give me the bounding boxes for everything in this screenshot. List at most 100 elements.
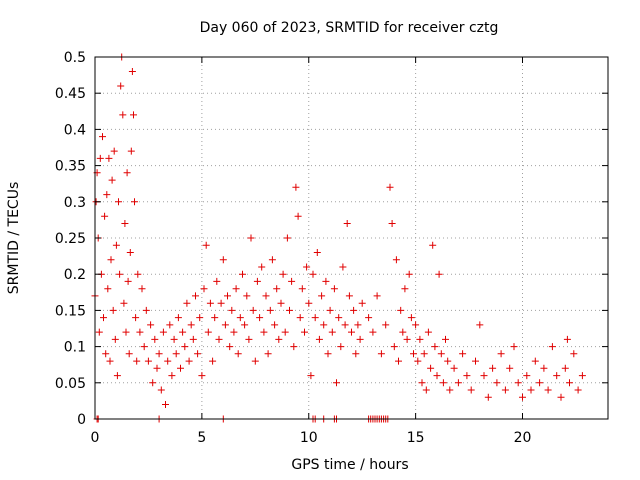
data-point — [450, 364, 458, 372]
x-tick-label: 20 — [514, 430, 532, 446]
data-point — [553, 372, 561, 380]
data-point — [174, 314, 182, 322]
data-point — [345, 292, 353, 300]
data-point — [395, 357, 402, 365]
data-point — [350, 306, 358, 314]
data-point — [386, 183, 394, 191]
data-point — [268, 256, 276, 264]
data-point — [153, 364, 161, 372]
data-point — [247, 234, 255, 242]
data-point — [192, 292, 199, 300]
data-point — [172, 350, 180, 358]
y-tick-label: 0.35 — [55, 159, 86, 175]
data-point — [149, 379, 157, 387]
data-point — [142, 306, 150, 314]
data-point — [333, 379, 340, 387]
data-point — [185, 357, 193, 365]
data-point — [202, 241, 210, 249]
data-point — [405, 270, 413, 278]
data-point — [536, 379, 544, 387]
data-point — [382, 321, 390, 329]
data-point — [298, 285, 306, 293]
data-point — [162, 401, 169, 408]
data-point — [116, 270, 124, 278]
data-point — [390, 343, 398, 351]
data-point — [100, 314, 107, 322]
data-point — [211, 314, 219, 322]
data-point — [563, 335, 571, 343]
data-point — [136, 328, 144, 336]
y-tick-label: 0.5 — [64, 50, 86, 66]
data-point — [403, 335, 411, 343]
data-point — [365, 314, 373, 322]
data-point — [127, 147, 135, 155]
data-point — [288, 277, 296, 285]
data-point — [271, 321, 279, 329]
data-point — [574, 386, 582, 394]
data-point — [442, 335, 449, 343]
data-point — [431, 343, 439, 351]
data-point — [95, 328, 103, 336]
data-point — [311, 314, 319, 322]
y-tick-label: 0.15 — [55, 303, 86, 319]
data-point — [106, 357, 114, 365]
data-point — [243, 292, 251, 300]
data-point — [514, 379, 522, 387]
data-point — [292, 183, 300, 191]
data-point — [472, 357, 479, 365]
data-point — [303, 263, 311, 271]
data-point — [113, 372, 121, 380]
data-point — [245, 335, 253, 343]
data-point — [279, 270, 287, 278]
data-point — [439, 379, 447, 387]
data-point — [540, 364, 548, 372]
data-point — [578, 372, 586, 380]
data-point — [519, 393, 526, 401]
data-point — [104, 285, 112, 293]
data-point — [290, 343, 298, 351]
data-point — [348, 328, 355, 336]
data-point — [356, 335, 364, 343]
data-point — [343, 220, 351, 227]
data-point — [313, 249, 321, 256]
data-point — [147, 321, 155, 329]
data-point — [102, 350, 110, 358]
data-point — [213, 277, 221, 285]
data-point — [459, 350, 467, 358]
data-point — [151, 335, 159, 343]
data-point — [111, 335, 119, 343]
data-point — [120, 299, 128, 307]
axis-ticks: 0 0.05 0.1 0.15 0.2 0.25 0.3 0.35 0.4 0.45 0.5 0 5 10… — [55, 50, 608, 446]
data-point — [164, 357, 172, 365]
data-point — [493, 379, 501, 387]
data-point — [427, 364, 435, 372]
data-point — [194, 350, 202, 358]
data-point — [401, 285, 409, 293]
data-point — [125, 350, 133, 358]
data-point — [318, 292, 326, 300]
data-point — [258, 263, 266, 271]
data-point — [527, 386, 535, 394]
data-point — [221, 321, 229, 329]
data-point — [544, 386, 552, 394]
data-point — [241, 321, 249, 329]
data-point — [121, 220, 129, 227]
data-point — [424, 328, 432, 336]
data-point — [337, 343, 345, 351]
data-point — [101, 212, 109, 220]
data-point — [397, 306, 405, 314]
data-point — [157, 386, 165, 394]
data-point — [262, 292, 270, 300]
x-tick-label: 15 — [407, 430, 425, 446]
data-point — [557, 393, 565, 401]
data-point — [416, 335, 424, 343]
data-point — [107, 256, 115, 264]
data-point — [294, 212, 302, 220]
data-point — [301, 328, 308, 336]
data-point — [179, 328, 187, 336]
data-point — [204, 328, 212, 336]
data-point — [253, 277, 261, 285]
data-point — [206, 299, 214, 307]
data-point — [108, 176, 116, 184]
data-point — [414, 357, 422, 365]
